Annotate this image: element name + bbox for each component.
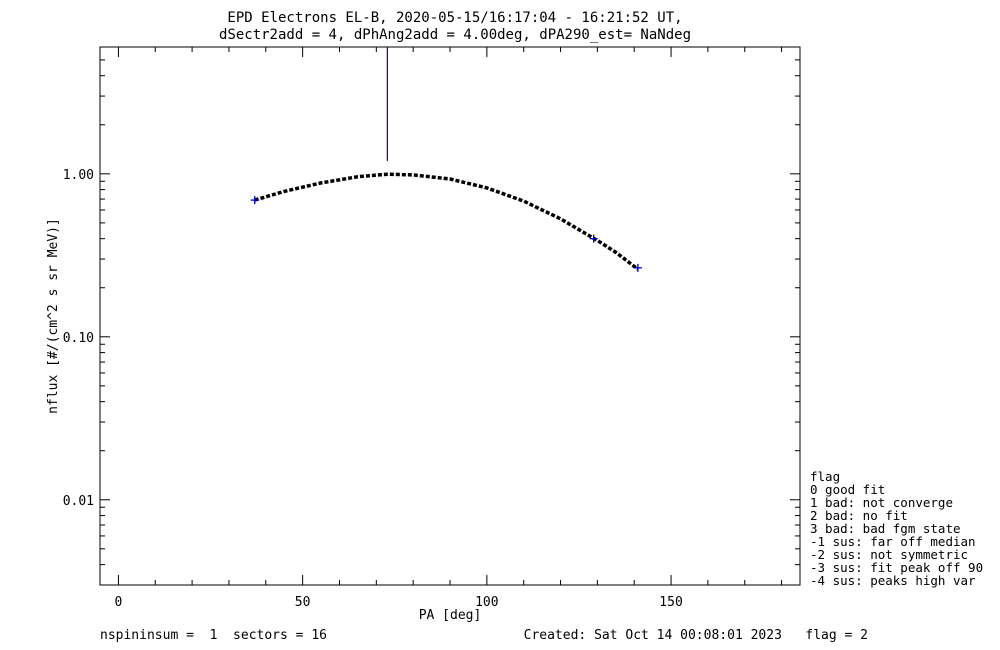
x-tick-label-1: 50 (295, 595, 311, 610)
y-tick-label-1: 0.10 (63, 331, 94, 346)
legend-entry-0: 0 good fit (810, 482, 885, 497)
legend-entry-3: 3 bad: bad fgm state (810, 521, 961, 536)
plot-frame (99, 46, 801, 586)
axes-layer: 0 50 100 150 0.01 0.10 1.00 (63, 46, 800, 610)
footer-right: Created: Sat Oct 14 00:08:01 2023 flag =… (524, 628, 868, 643)
data-point-1 (589, 234, 598, 243)
legend-entry-6: -3 sus: fit peak off 90 (810, 560, 983, 575)
chart-title-line2: dSectr2add = 4, dPhAng2add = 4.00deg, dP… (219, 27, 691, 43)
x-tick-label-2: 100 (475, 595, 498, 610)
y-axis-label: nflux [#/(cm^2 s sr MeV)] (46, 218, 61, 414)
legend-entry-1: 1 bad: not converge (810, 495, 953, 510)
fit-curve (254, 172, 639, 271)
data-layer (250, 47, 642, 272)
x-tick-label-0: 0 (115, 595, 123, 610)
data-point-0 (250, 196, 259, 205)
y-tick-label-0: 0.01 (63, 494, 94, 509)
x-axis-label: PA [deg] (419, 608, 482, 623)
legend-title: flag (810, 469, 840, 484)
legend-entry-5: -2 sus: not symmetric (810, 547, 968, 562)
legend-entry-7: -4 sus: peaks high var (810, 573, 976, 588)
legend-entry-2: 2 bad: no fit (810, 508, 908, 523)
legend-entry-4: -1 sus: far off median (810, 534, 976, 549)
chart-title-line1: EPD Electrons EL-B, 2020-05-15/16:17:04 … (227, 10, 682, 26)
x-tick-label-3: 150 (659, 595, 682, 610)
flag-legend: flag 0 good fit 1 bad: not converge 2 ba… (810, 469, 983, 588)
y-tick-label-2: 1.00 (63, 168, 94, 183)
footer-left: nspininsum = 1 sectors = 16 (100, 628, 327, 643)
data-point-2 (633, 263, 642, 272)
